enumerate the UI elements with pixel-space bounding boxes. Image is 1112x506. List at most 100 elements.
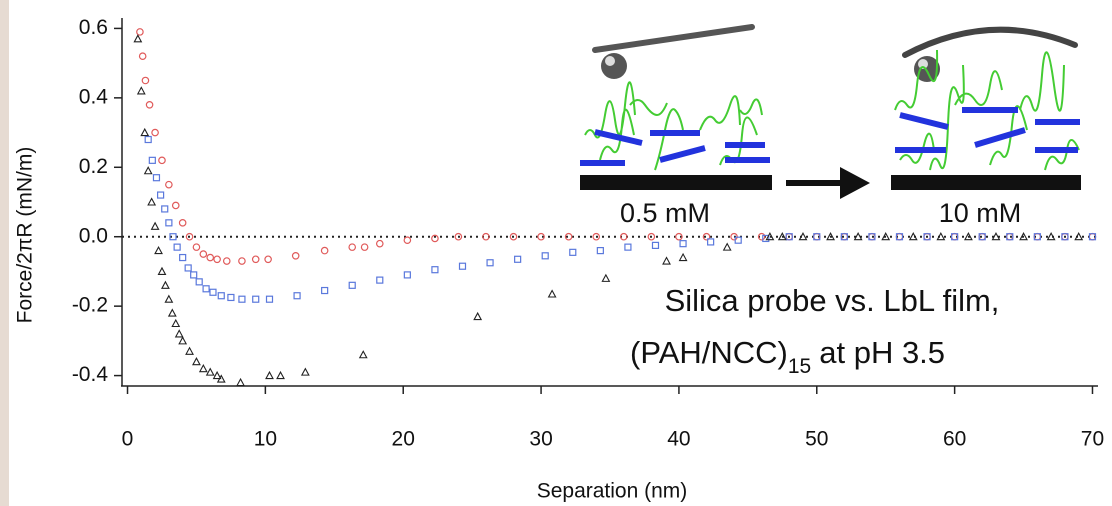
point xyxy=(147,197,157,206)
point xyxy=(264,255,272,264)
point xyxy=(1006,233,1014,241)
point xyxy=(265,370,274,380)
annotation: (PAH/NCC)15 at pH 3.5 xyxy=(630,335,945,377)
point xyxy=(596,247,604,255)
x-tick-label: 50 xyxy=(805,428,828,451)
annotation-part: (PAH/NCC) xyxy=(630,335,788,370)
point xyxy=(509,232,518,241)
point xyxy=(216,374,226,383)
point xyxy=(1061,233,1069,241)
point xyxy=(348,281,356,289)
point xyxy=(161,205,169,213)
point xyxy=(376,276,384,284)
point xyxy=(734,236,742,244)
annotation-part: at pH 3.5 xyxy=(819,335,945,370)
point xyxy=(222,257,231,265)
annotation-subscript: 15 xyxy=(788,355,811,378)
point xyxy=(662,256,671,265)
point xyxy=(174,329,184,338)
point xyxy=(236,377,245,387)
point xyxy=(991,232,1001,241)
point xyxy=(145,100,154,109)
point xyxy=(293,292,301,300)
point xyxy=(826,232,835,241)
point xyxy=(798,232,808,241)
point xyxy=(762,234,770,243)
point xyxy=(251,255,260,264)
point xyxy=(227,293,235,302)
point xyxy=(192,243,201,251)
point xyxy=(171,201,180,210)
point xyxy=(192,357,201,366)
point xyxy=(140,127,150,137)
point xyxy=(152,174,161,182)
point xyxy=(291,252,300,260)
point xyxy=(569,248,577,256)
y-tick-label: 0.6 xyxy=(79,16,108,39)
point xyxy=(265,295,274,303)
point xyxy=(1019,232,1028,241)
point xyxy=(169,233,177,241)
point xyxy=(777,232,787,241)
point xyxy=(651,241,660,249)
point xyxy=(321,286,329,295)
point xyxy=(454,232,463,241)
point xyxy=(184,264,192,272)
point xyxy=(165,180,173,189)
y-axis-label: Force/2πR (mN/m) xyxy=(14,147,37,324)
point xyxy=(148,156,156,164)
side-strip xyxy=(0,0,9,506)
y-tick-label: 0.2 xyxy=(79,155,108,178)
point xyxy=(157,266,167,275)
point xyxy=(212,370,222,380)
point xyxy=(722,242,732,251)
point xyxy=(198,363,208,373)
point xyxy=(206,253,215,262)
point xyxy=(757,232,766,241)
point xyxy=(156,191,165,199)
point xyxy=(675,232,683,241)
inset-label: 10 mM xyxy=(939,198,1022,228)
point xyxy=(167,308,177,317)
point xyxy=(300,367,310,376)
point xyxy=(1074,232,1084,241)
point xyxy=(514,255,522,263)
annotation: Silica probe vs. LbL film, xyxy=(665,283,1000,318)
point xyxy=(486,259,494,267)
point xyxy=(141,76,150,85)
point xyxy=(276,370,285,380)
inset-label: 0.5 mM xyxy=(620,198,710,228)
y-tick-label: -0.2 xyxy=(72,294,108,317)
point xyxy=(158,156,166,165)
point xyxy=(150,221,160,230)
point xyxy=(963,232,973,241)
point xyxy=(205,367,215,376)
point xyxy=(151,128,159,137)
point xyxy=(213,255,221,264)
x-tick-label: 60 xyxy=(943,428,966,451)
point xyxy=(541,252,549,260)
point xyxy=(840,233,848,241)
point xyxy=(702,232,711,241)
point xyxy=(647,232,656,241)
point xyxy=(785,233,793,241)
point xyxy=(164,294,174,303)
point xyxy=(217,292,225,300)
point xyxy=(138,52,147,60)
point xyxy=(547,289,557,298)
point xyxy=(601,273,611,282)
point xyxy=(199,250,208,258)
point xyxy=(881,232,891,241)
point xyxy=(813,233,821,241)
x-tick-label: 20 xyxy=(392,428,415,451)
point xyxy=(136,86,146,95)
point xyxy=(868,233,876,241)
point xyxy=(185,232,194,241)
x-tick-label: 40 xyxy=(667,428,690,451)
point xyxy=(978,232,987,241)
y-tick-label: 0.4 xyxy=(79,85,109,108)
inset-illustration xyxy=(580,24,1081,199)
point xyxy=(179,253,187,262)
point xyxy=(209,288,217,296)
